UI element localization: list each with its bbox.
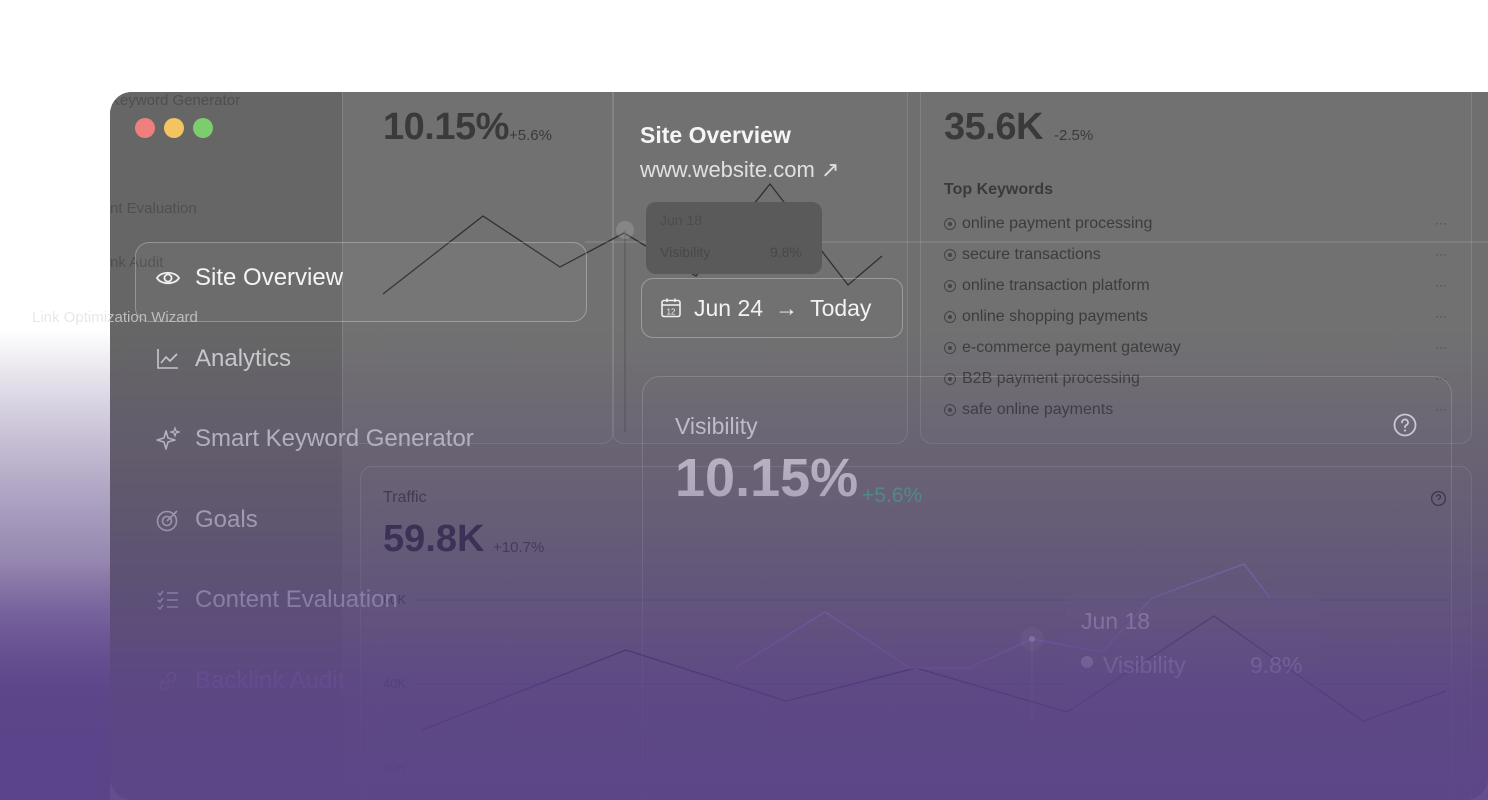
site-url: www.website.com (640, 157, 815, 182)
nav-item-analytics[interactable]: Analytics (155, 345, 291, 373)
nav-item-goals[interactable]: Goals (155, 506, 258, 534)
nav-item-smart-keyword-generator[interactable]: Smart Keyword Generator (155, 425, 474, 453)
tooltip-date: Jun 18 (1081, 608, 1151, 634)
nav-label: Backlink Audit (195, 667, 345, 694)
date-from: Jun 24 (694, 294, 764, 321)
nav-label: Goals (195, 506, 258, 533)
arrow-right-icon: → (775, 294, 799, 321)
visibility-tooltip: Jun 18 Visibility 9.8% (1066, 592, 1320, 710)
checklist-icon (157, 590, 178, 611)
tooltip-dot (1081, 656, 1093, 668)
nav-item-backlink-audit[interactable]: Backlink Audit (155, 667, 344, 695)
nav-label: Site Overview (195, 264, 344, 291)
nav-item-site-overview[interactable]: Site Overview (155, 264, 343, 292)
link-icon (159, 671, 177, 691)
date-to: Today (810, 294, 872, 321)
calendar-icon: 12 (661, 298, 681, 318)
svg-text:12: 12 (667, 308, 676, 317)
left-fade-overlay (0, 0, 110, 800)
eye-icon (155, 271, 181, 285)
sparkle-icon (156, 426, 181, 450)
external-link-icon: ↗ (820, 157, 840, 182)
nav-label: Smart Keyword Generator (195, 425, 474, 452)
site-header: Site Overview www.website.com ↗ (640, 122, 839, 183)
nav-item-content-evaluation[interactable]: Content Evaluation (155, 586, 398, 614)
date-range-picker[interactable]: 12 Jun 24 → Today (641, 278, 903, 338)
page-title: Site Overview (640, 122, 791, 148)
tooltip-value: 9.8% (1250, 652, 1303, 678)
nav-label: Analytics (195, 345, 292, 372)
target-icon (156, 510, 178, 532)
chart-line-icon (157, 349, 178, 369)
bg-sidebar-label: Link Optimization Wizard (32, 309, 198, 326)
site-url-link[interactable]: www.website.com ↗ (640, 157, 839, 183)
app-window: Keyword Generator nt Evaluation nk Audit… (110, 92, 1488, 800)
tooltip-label: Visibility (1103, 652, 1186, 678)
nav-label: Content Evaluation (195, 586, 398, 613)
